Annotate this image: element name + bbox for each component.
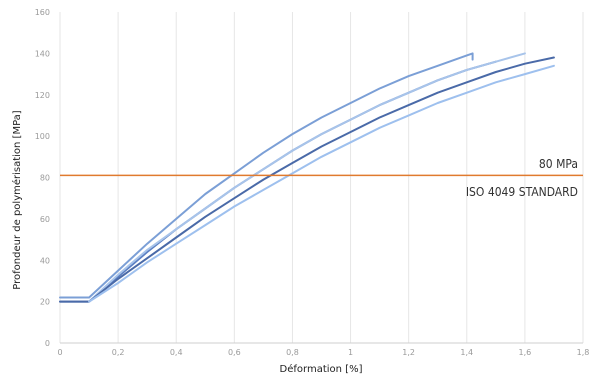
y-tick-label: 20 (40, 298, 50, 307)
x-tick-label: 0,4 (170, 348, 183, 357)
x-tick-label: 1,6 (519, 348, 532, 357)
x-tick-label: 1,2 (402, 348, 415, 357)
series-line-4 (59, 56, 555, 303)
x-tick-label: 1,8 (577, 348, 590, 357)
y-tick-label: 140 (35, 49, 50, 58)
series-line-5 (88, 64, 555, 303)
grid-lines (59, 12, 584, 343)
y-tick-label: 0 (45, 339, 50, 348)
x-axis-title: Déformation [%] (280, 363, 363, 375)
y-tick-label: 160 (35, 8, 50, 17)
series-line-3 (88, 52, 526, 303)
y-tick-label: 40 (40, 256, 50, 265)
y-tick-label: 60 (40, 215, 50, 224)
series-lines (59, 52, 555, 303)
y-tick-label: 80 (40, 174, 50, 183)
y-axis-title: Profondeur de polymérisation [MPa] (11, 110, 23, 290)
x-tick-label: 0,2 (112, 348, 125, 357)
y-tick-label: 100 (35, 132, 50, 141)
reference-label-value: 80 MPa (539, 157, 578, 171)
tick-labels: 0 0,2 0,4 0,6 0,8 1 1,2 1,4 1,6 1,8 0 20 40 60 80 100 12… (35, 8, 590, 357)
x-tick-label: 1,4 (460, 348, 473, 357)
series-line-1 (59, 52, 474, 299)
x-tick-label: 0,6 (228, 348, 241, 357)
reference-label-standard: ISO 4049 STANDARD (466, 185, 578, 199)
x-tick-label: 0,8 (286, 348, 299, 357)
x-tick-label: 0 (57, 348, 62, 357)
x-tick-label: 1 (348, 348, 353, 357)
y-tick-label: 120 (35, 91, 50, 100)
